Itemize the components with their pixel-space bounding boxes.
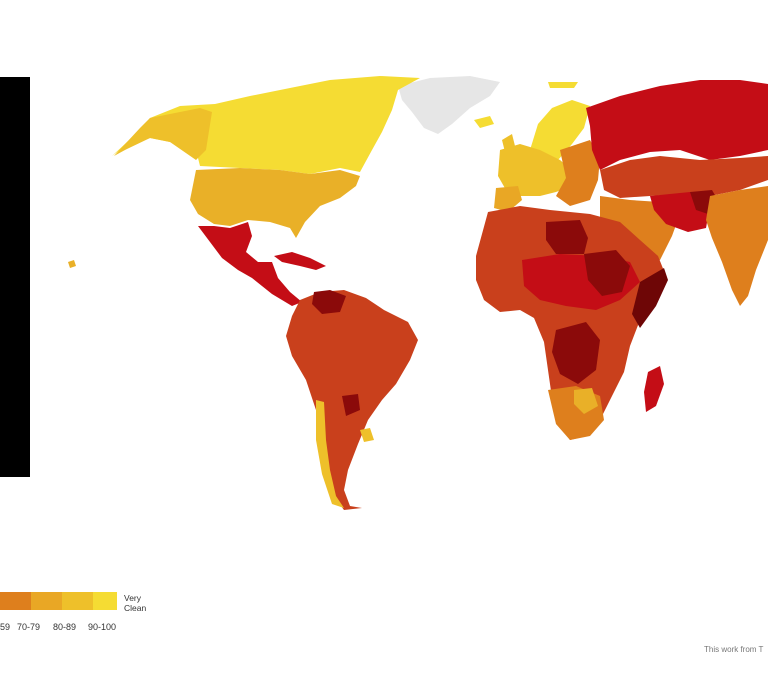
mexico-region — [198, 222, 302, 306]
sudan-region — [584, 250, 630, 296]
legend-swatch — [62, 592, 93, 610]
scandinavia-region — [530, 100, 590, 160]
iberia-region — [494, 186, 522, 212]
japan-region — [548, 82, 578, 88]
uruguay-region — [360, 428, 374, 442]
botswana-region — [574, 388, 598, 414]
libya-region — [546, 220, 588, 254]
caribbean-region — [274, 252, 326, 270]
eastern-europe-region — [556, 140, 600, 206]
madagascar-region — [644, 366, 664, 412]
legend-end-label: Very Clean — [124, 593, 146, 613]
india-region — [706, 186, 768, 306]
legend-swatch — [93, 592, 117, 610]
legend-range-2: 80-89 — [53, 622, 77, 632]
chile-region — [316, 400, 344, 508]
legend-range-3: 90-100 — [88, 622, 117, 632]
iceland-region — [474, 116, 494, 128]
legend-bar — [0, 592, 117, 610]
left-panel — [0, 77, 30, 477]
central-asia-region — [600, 156, 768, 198]
somalia-region — [632, 268, 668, 328]
legend-range-1: 70-79 — [17, 622, 41, 632]
alaska-region — [114, 108, 212, 160]
credit-text: This work from T — [704, 645, 764, 654]
usa-region — [190, 168, 360, 238]
uk-region — [502, 134, 516, 156]
legend-swatch — [0, 592, 31, 610]
venezuela-region — [312, 290, 346, 314]
legend-swatch — [31, 592, 62, 610]
legend-end-label-line2: Clean — [124, 603, 147, 613]
greenland-region — [398, 76, 500, 134]
paraguay-region — [342, 394, 360, 416]
legend-range-0: 59 — [0, 622, 11, 632]
western-europe-region — [498, 144, 574, 196]
russia-region — [586, 80, 768, 170]
canada-region — [112, 76, 420, 174]
drc-region — [552, 322, 600, 384]
hawaii-region — [68, 260, 76, 268]
legend-end-label-line1: Very — [124, 593, 142, 603]
